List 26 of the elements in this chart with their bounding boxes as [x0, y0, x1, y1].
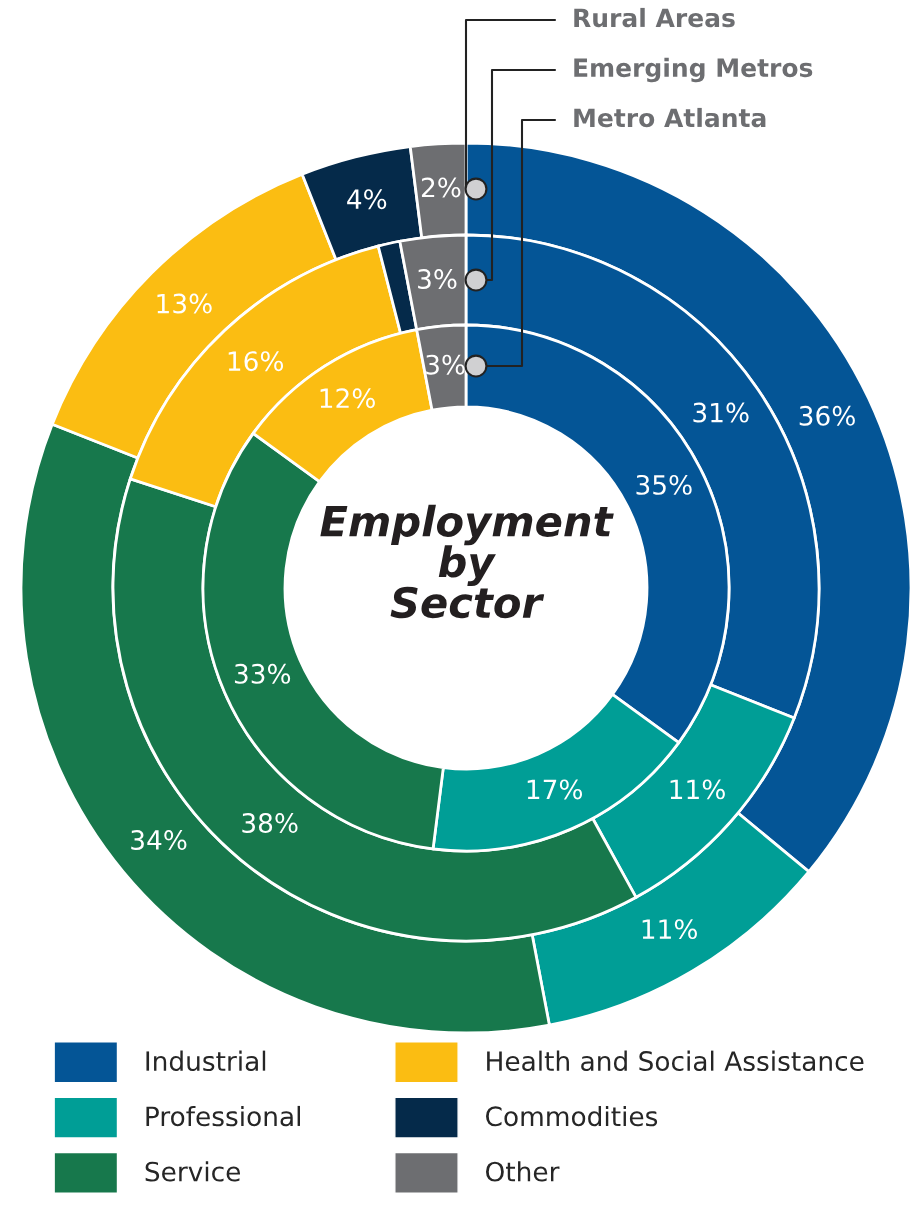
- data-label: 36%: [799, 405, 855, 426]
- slice-label: Rural Areas: [574, 7, 735, 28]
- data-label: 13%: [157, 293, 212, 314]
- data-label: 35%: [636, 474, 692, 495]
- data-label: 38%: [242, 813, 298, 833]
- legend-label: Industrial: [146, 1050, 266, 1072]
- legend-label: Professional: [146, 1105, 300, 1127]
- data-label: 16%: [228, 351, 284, 372]
- legend-label: Health and Social Assistance: [487, 1050, 864, 1072]
- slice-label: Metro Atlanta: [574, 107, 766, 128]
- data-label: 11%: [670, 779, 725, 800]
- legend-label: Other: [486, 1161, 560, 1182]
- legend-label: Commodities: [486, 1105, 658, 1127]
- text: Employment by Sector: [320, 504, 614, 619]
- data-label: 12%: [320, 388, 375, 409]
- data-label: 17%: [527, 779, 583, 800]
- data-label: 34%: [131, 830, 187, 850]
- slice-label: Emerging Metros: [574, 57, 813, 83]
- data-label: 4%: [347, 189, 387, 210]
- data-label: 3%: [426, 354, 465, 375]
- data-label: 33%: [234, 663, 291, 684]
- data-label: 2%: [421, 177, 461, 198]
- legend-label: Service: [145, 1161, 240, 1182]
- data-label: 11%: [642, 919, 697, 940]
- data-label: 31%: [693, 402, 749, 423]
- data-label: 3%: [418, 269, 457, 290]
